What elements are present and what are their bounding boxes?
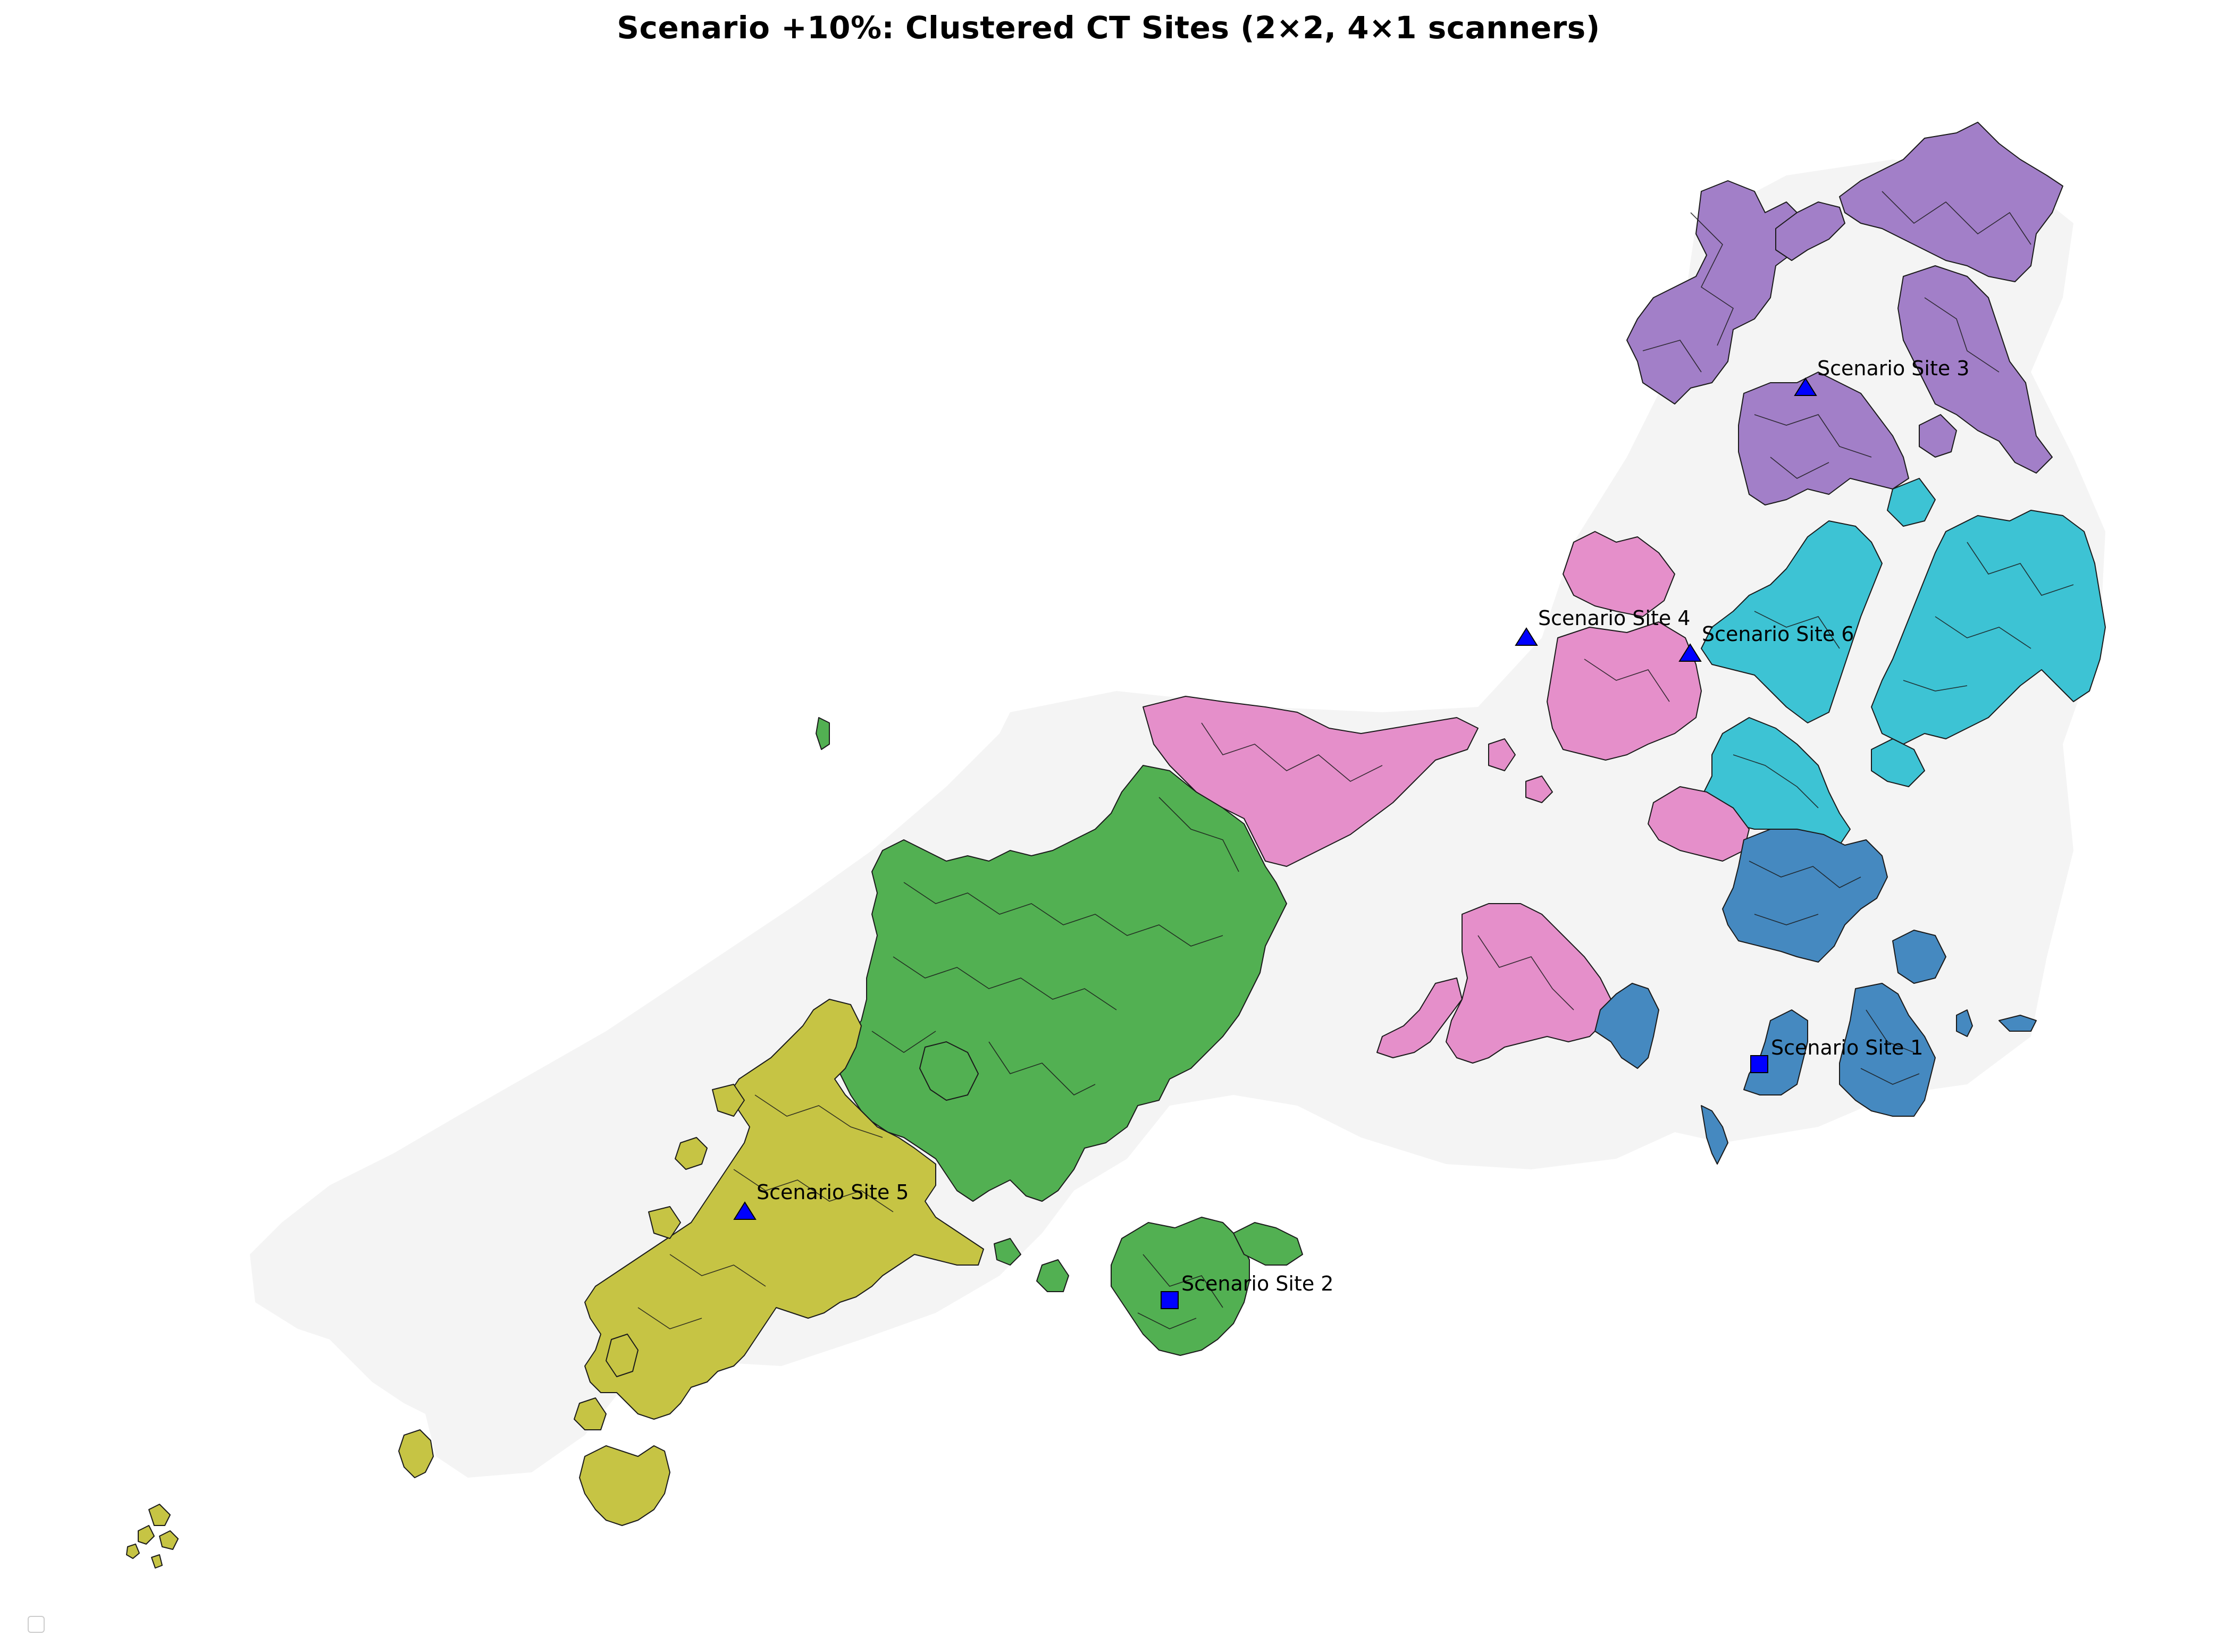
site-marker-4: Scenario Site 4 (1515, 606, 1690, 646)
site-2-square-marker (1161, 1291, 1179, 1309)
site-marker-1: Scenario Site 1 (1750, 1036, 1923, 1073)
site-6-triangle-marker (1678, 643, 1702, 662)
cluster-region-purple (1626, 122, 2063, 505)
site-3-label: Scenario Site 3 (1817, 357, 1969, 380)
site-4-triangle-marker (1515, 627, 1538, 646)
empty-legend (28, 1616, 45, 1633)
site-marker-2: Scenario Site 2 (1161, 1272, 1333, 1309)
map-title: Scenario +10%: Clustered CT Sites (2×2, … (617, 10, 1600, 46)
cluster-region-pink (1143, 531, 1750, 1064)
cluster-region-blue (1594, 829, 2037, 1165)
site-2-label: Scenario Site 2 (1181, 1272, 1333, 1295)
cluster-region-green (816, 717, 1303, 1356)
cluster-region-olive (398, 999, 984, 1526)
site-marker-6: Scenario Site 6 (1678, 622, 1854, 662)
site-4-label: Scenario Site 4 (1538, 606, 1690, 630)
site-1-square-marker (1750, 1055, 1768, 1073)
site-marker-3: Scenario Site 3 (1794, 357, 1969, 396)
site-3-triangle-marker (1794, 377, 1817, 396)
site-1-label: Scenario Site 1 (1771, 1036, 1923, 1059)
site-6-label: Scenario Site 6 (1702, 622, 1854, 646)
cluster-region-isles (126, 1504, 179, 1569)
cluster-region-cyan (1701, 478, 2106, 846)
site-5-triangle-marker (733, 1201, 757, 1220)
site-5-label: Scenario Site 5 (757, 1181, 909, 1204)
site-marker-5: Scenario Site 5 (733, 1181, 909, 1220)
